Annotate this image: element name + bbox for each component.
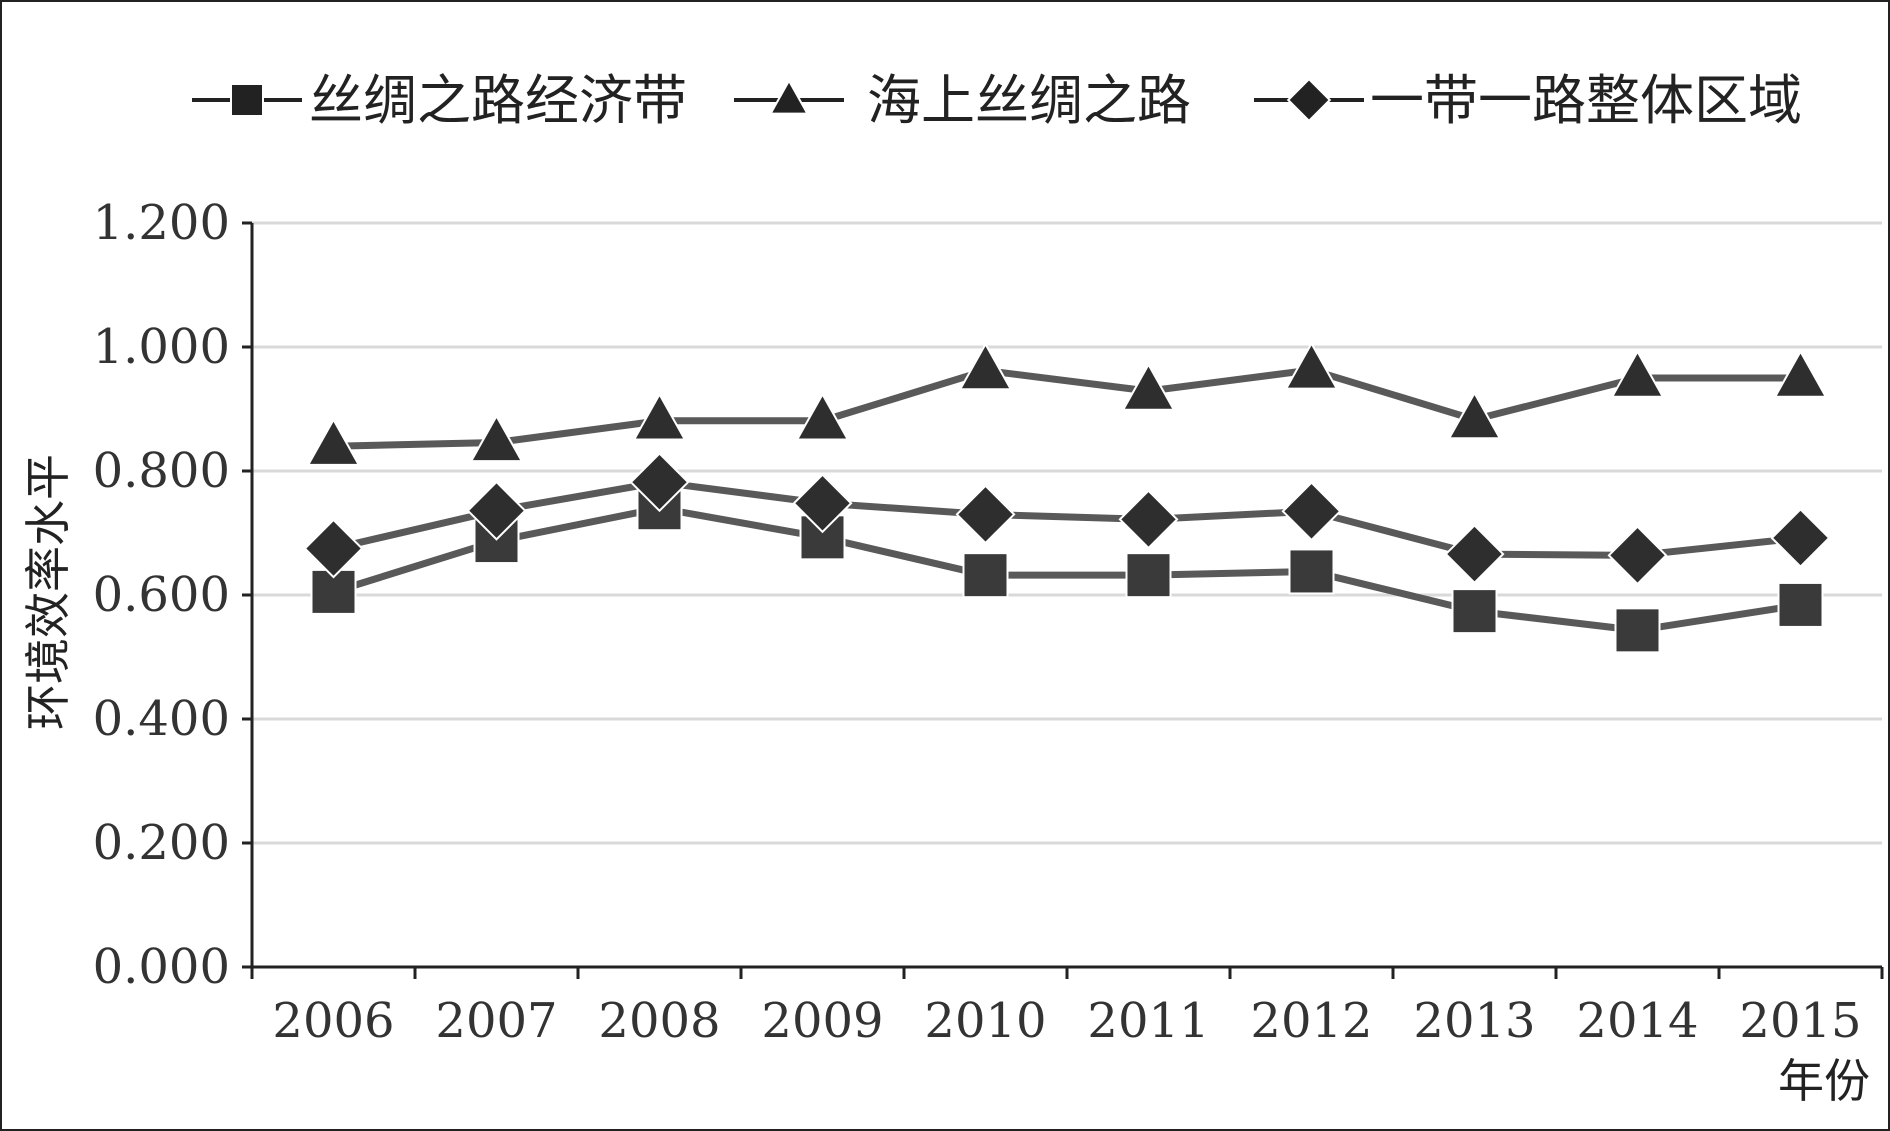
data-point-triangle <box>1284 341 1339 390</box>
legend-label: 海上丝绸之路 <box>867 69 1191 132</box>
x-tick-label: 2007 <box>435 993 557 1049</box>
x-tick-labels: 2006 2007 2008 2009 2010 2011 2012 2013 2014 2015 <box>272 993 1861 1049</box>
y-tick-label: 0.000 <box>93 939 230 995</box>
series-group <box>303 341 1831 654</box>
series-3 <box>303 452 1831 586</box>
data-point-triangle <box>958 342 1013 391</box>
series-line <box>332 504 1802 634</box>
x-axis-title: 年份 <box>1778 1054 1870 1108</box>
data-point-triangle <box>1447 391 1502 440</box>
gridlines <box>252 221 1882 845</box>
data-point-diamond <box>303 518 364 579</box>
legend-item: 海上丝绸之路 <box>734 69 1191 132</box>
data-point-triangle <box>1121 362 1176 411</box>
data-point-triangle <box>306 417 361 466</box>
x-tick-label: 2010 <box>924 993 1046 1049</box>
y-tick-labels: 0.000 0.200 0.400 0.600 0.800 1.000 1.200 <box>93 195 230 995</box>
y-axis-title: 环境效率水平 <box>21 454 75 730</box>
series-line <box>332 478 1801 559</box>
legend-marker-square <box>230 83 264 117</box>
legend-item: 一带一路整体区域 <box>1254 69 1802 132</box>
legend-label: 一带一路整体区域 <box>1370 69 1802 132</box>
legend-label: 丝绸之路经济带 <box>309 69 687 132</box>
data-point-square <box>962 552 1009 599</box>
axes <box>242 221 1884 979</box>
data-point-triangle <box>1773 349 1828 398</box>
x-tick-label: 2009 <box>761 993 883 1049</box>
data-point-diamond <box>466 480 527 541</box>
data-point-square <box>1451 588 1498 635</box>
data-point-square <box>1288 548 1335 595</box>
x-tick-label: 2008 <box>598 993 720 1049</box>
data-point-diamond <box>792 473 853 534</box>
data-point-diamond <box>955 484 1016 545</box>
y-tick-label: 0.600 <box>93 567 230 623</box>
y-tick-label: 1.200 <box>93 195 230 251</box>
x-tick-label: 2012 <box>1250 993 1372 1049</box>
legend-marker-triangle <box>768 78 810 115</box>
series-line <box>333 366 1801 450</box>
data-point-diamond <box>1118 489 1179 550</box>
series-1 <box>310 485 1824 654</box>
legend-item: 丝绸之路经济带 <box>192 69 687 132</box>
y-tick-label: 0.200 <box>93 815 230 871</box>
series-2 <box>306 341 1828 466</box>
data-point-triangle <box>469 414 524 463</box>
data-point-square <box>1125 552 1172 599</box>
data-point-diamond <box>1770 507 1831 568</box>
legend-marker-diamond <box>1286 77 1332 123</box>
data-point-triangle <box>795 392 850 441</box>
x-tick-label: 2014 <box>1576 993 1698 1049</box>
y-tick-label: 0.800 <box>93 443 230 499</box>
data-point-diamond <box>1607 525 1668 586</box>
data-point-diamond <box>629 452 690 513</box>
data-point-square <box>1614 607 1661 654</box>
data-point-diamond <box>1444 524 1505 585</box>
data-point-square <box>1777 581 1824 628</box>
data-point-triangle <box>1610 349 1665 398</box>
x-tick-label: 2015 <box>1739 993 1861 1049</box>
data-point-triangle <box>632 392 687 441</box>
data-point-diamond <box>1281 481 1342 542</box>
y-tick-label: 1.000 <box>93 319 230 375</box>
legend: 丝绸之路经济带 海上丝绸之路 一带一路整体区域 <box>192 69 1802 132</box>
y-tick-label: 0.400 <box>93 691 230 747</box>
x-tick-label: 2006 <box>272 993 394 1049</box>
x-tick-label: 2011 <box>1087 993 1209 1049</box>
x-tick-label: 2013 <box>1413 993 1535 1049</box>
